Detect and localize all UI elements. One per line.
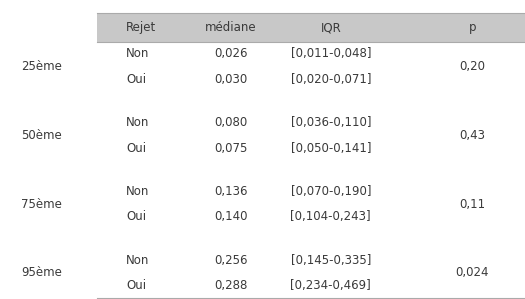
Text: 25ème: 25ème — [21, 60, 62, 73]
Text: 50ème: 50ème — [21, 129, 62, 142]
Text: 0,43: 0,43 — [459, 129, 486, 142]
Text: Non: Non — [126, 254, 150, 267]
Text: Non: Non — [126, 185, 150, 198]
Text: 0,140: 0,140 — [214, 210, 248, 223]
Text: 0,030: 0,030 — [214, 73, 248, 86]
Text: médiane: médiane — [205, 21, 257, 34]
Text: 0,136: 0,136 — [214, 185, 248, 198]
Text: 75ème: 75ème — [21, 198, 62, 210]
Text: 0,288: 0,288 — [214, 279, 248, 292]
Text: Rejet: Rejet — [126, 21, 156, 34]
Text: Non: Non — [126, 47, 150, 60]
Text: [0,011-0,048]: [0,011-0,048] — [290, 47, 371, 60]
Text: IQR: IQR — [320, 21, 341, 34]
Text: Non: Non — [126, 116, 150, 129]
Text: [0,104-0,243]: [0,104-0,243] — [290, 210, 371, 223]
Text: 0,026: 0,026 — [214, 47, 248, 60]
Text: [0,036-0,110]: [0,036-0,110] — [290, 116, 371, 129]
Text: 95ème: 95ème — [21, 266, 62, 279]
Text: 0,024: 0,024 — [456, 266, 489, 279]
Text: [0,145-0,335]: [0,145-0,335] — [290, 254, 371, 267]
Text: p: p — [469, 21, 476, 34]
Text: [0,020-0,071]: [0,020-0,071] — [290, 73, 371, 86]
Text: Oui: Oui — [126, 279, 146, 292]
FancyBboxPatch shape — [97, 13, 525, 42]
Text: Oui: Oui — [126, 141, 146, 155]
Text: [0,070-0,190]: [0,070-0,190] — [290, 185, 371, 198]
Text: 0,080: 0,080 — [214, 116, 248, 129]
Text: 0,20: 0,20 — [459, 60, 486, 73]
Text: Oui: Oui — [126, 210, 146, 223]
Text: [0,050-0,141]: [0,050-0,141] — [290, 141, 371, 155]
Text: 0,11: 0,11 — [459, 198, 486, 210]
Text: [0,234-0,469]: [0,234-0,469] — [290, 279, 371, 292]
Text: Oui: Oui — [126, 73, 146, 86]
Text: 0,075: 0,075 — [214, 141, 248, 155]
Text: 0,256: 0,256 — [214, 254, 248, 267]
